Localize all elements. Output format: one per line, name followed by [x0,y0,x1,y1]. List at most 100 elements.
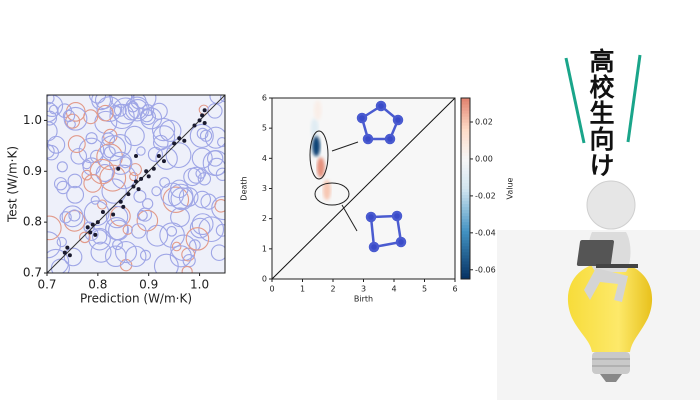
point [202,120,207,125]
bg-circle [124,125,145,147]
colorbar-cell [461,164,470,168]
bg-circle [110,205,131,227]
x-tick-label: 1.0 [190,278,209,292]
bg-circle [47,231,62,259]
colorbar-cell [461,251,470,256]
point [85,225,90,230]
bg-circle [130,95,147,110]
colorbar-cell [461,107,470,111]
bg-circle [94,95,113,110]
bg-circle [193,190,212,209]
bg-circle [47,248,70,273]
point [151,166,156,171]
colorbar-cell [461,146,470,150]
bg-circle [191,147,213,169]
bg-circle [101,178,127,204]
colorbar-cell [461,140,470,144]
x-tick-label: 1 [300,284,305,293]
bg-circle [79,231,91,244]
point [126,192,131,197]
colorbar-cell [461,197,470,202]
bg-circle [207,157,225,176]
colorbar-cell [461,170,470,174]
y-tick-label: 1.0 [23,113,42,127]
colorbar-cell [461,272,470,277]
y-tick-label: 4 [262,154,267,163]
bg-circle [215,167,225,181]
colorbar-cell [461,104,470,108]
colorbar-cell [461,176,470,180]
y-tick-label: 0.7 [23,266,42,280]
y-axis-label: Test (W/m·K) [6,146,20,223]
x-tick-label: 6 [452,284,457,293]
bg-circle [95,163,114,183]
bg-circle [187,166,205,184]
x-tick-label: 0.9 [139,278,158,292]
colorbar-tick-label: 0.02 [475,118,493,127]
bg-circle [217,137,225,148]
bg-circle [78,137,105,164]
point [200,113,205,118]
bg-circle [92,229,108,245]
x-axis-label: Birth [354,295,373,304]
colorbar-cell [461,110,470,114]
colorbar-cell [461,269,470,274]
bg-circle [47,95,55,105]
y-tick-label: 6 [262,94,267,103]
colorbar-cell [461,194,470,199]
y-tick-label: 3 [262,184,267,193]
bg-circle [67,173,83,189]
point [134,154,138,159]
bg-circle [68,209,81,222]
colorbar-tick-label: -0.06 [475,265,496,274]
bg-circle [90,241,112,263]
colorbar-cell [461,227,470,232]
x-tick-label: 0.8 [88,278,107,292]
y-tick-label: 5 [262,124,267,133]
y-tick-label: 0 [262,275,267,284]
colorbar-cell [461,98,470,102]
bg-circle [133,95,157,110]
colorbar-cell [461,113,470,117]
point [131,184,136,189]
colorbar-cell [461,179,470,183]
bg-circle [63,247,83,267]
bg-circle [99,135,127,162]
bg-circle [88,227,111,251]
point [121,204,126,209]
bg-circle [152,125,176,148]
x-axis-label: Prediction (W/m·K) [80,292,192,306]
heat-blob [313,100,322,121]
bg-circle [47,110,58,126]
plot-frame [271,97,456,280]
bg-circle [56,161,68,173]
colorbar-cell [461,275,470,280]
point [111,212,116,217]
bg-circle [215,223,225,237]
x-tick-label: 3 [361,284,366,293]
diagonal [271,97,456,280]
bg-circle [65,113,81,129]
bg-circle [61,205,84,228]
bg-circle [207,150,224,167]
point [182,138,187,143]
colorbar-cell [461,173,470,177]
point [65,245,70,250]
bg-circle [59,211,72,224]
bg-circle [185,227,210,251]
colorbar-cell [461,122,470,126]
bg-circle [147,146,164,162]
colorbar-cell [461,239,470,244]
bg-circle [166,226,178,237]
colorbar-cell [461,221,470,226]
colorbar-cell [461,155,470,159]
x-tick-label: 0 [269,284,274,293]
bg-circle [47,215,62,241]
colorbar-cell [461,182,470,186]
bg-circle [122,102,141,121]
point [202,108,207,113]
bg-circle [67,135,86,154]
